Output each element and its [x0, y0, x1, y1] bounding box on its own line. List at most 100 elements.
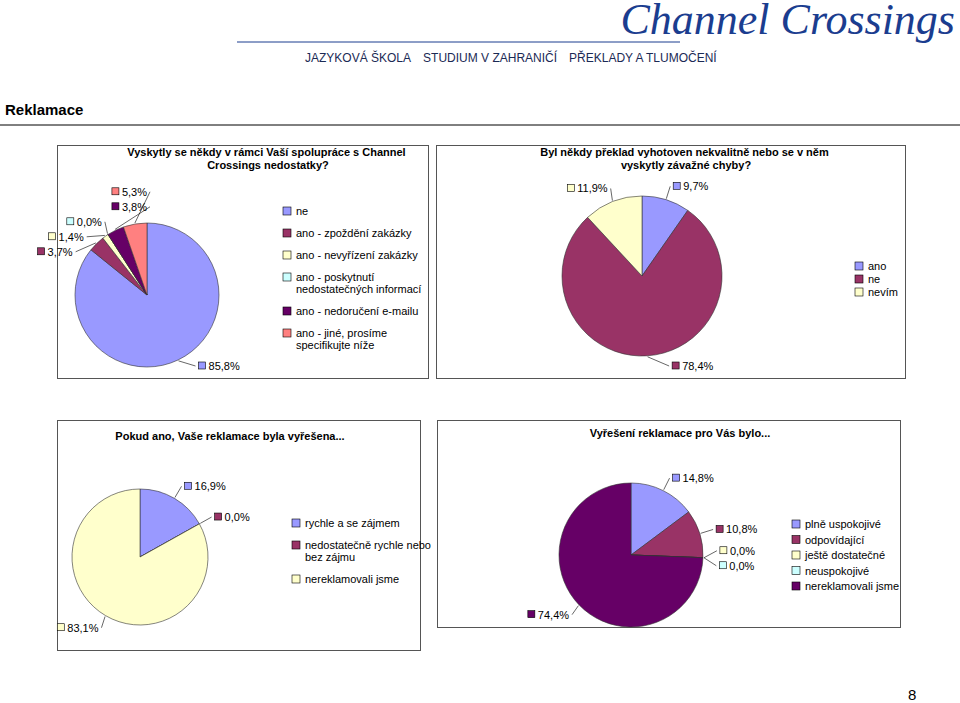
legend-label-line: ne [296, 205, 308, 217]
pie-slice [123, 223, 147, 295]
chart-title: Vyskytly se někdy v rámci Vaší spoluprác… [127, 146, 408, 171]
legend-swatch [283, 207, 291, 215]
data-label: 83,1% [67, 622, 98, 634]
legend-swatch [283, 251, 291, 259]
label-swatch [720, 547, 727, 554]
logo: Channel Crossings [620, 0, 955, 44]
page-number: 8 [908, 686, 916, 703]
legend-label: neuspokojivé [805, 565, 869, 577]
legend-label: ano - poskytnutí nedostatečných informac… [296, 271, 421, 295]
legend-label: ne [868, 273, 880, 285]
data-label: 0,0% [225, 511, 250, 523]
chart: Vyřešení reklamace pro Vás bylo...74,4%1… [438, 421, 901, 628]
legend-label-line: ano [868, 260, 886, 272]
chart-title: Pokud ano, Vaše reklamace byla vyřešena.… [115, 430, 344, 442]
legend-label-line: plně uspokojivé [805, 518, 881, 530]
chart-frame [438, 421, 901, 628]
legend-label-line: nereklamovali jsme [805, 580, 899, 592]
legend-label-line: neuspokojivé [805, 565, 869, 577]
legend-swatch [283, 229, 291, 237]
leader-line [101, 617, 105, 628]
legend-label-line: nedostatečných informací [296, 283, 421, 295]
chart-frame [437, 146, 906, 379]
label-swatch [567, 184, 574, 191]
tagline: PŘEKLADY A TLUMOČENÍ [569, 50, 717, 65]
label-swatch [672, 362, 679, 369]
chart-title-line: Pokud ano, Vaše reklamace byla vyřešena.… [115, 430, 344, 442]
label-swatch [49, 233, 56, 240]
data-label: 78,4% [682, 360, 713, 372]
data-label: 10,8% [726, 523, 757, 535]
slices [559, 483, 703, 627]
legend-label-line: nereklamovali jsme [305, 573, 399, 585]
legend-swatch [792, 536, 800, 544]
legend-swatch [292, 575, 300, 583]
data-label: 0,0% [729, 560, 754, 572]
legend-label: nedostatečně rychle nebo bez zájmu [305, 539, 434, 563]
leader-line [572, 606, 578, 615]
chart-title-line: vyskytly závažné chyby? [621, 159, 752, 171]
header-rule [237, 42, 680, 43]
legend-label: ano - zpoždění zakázky [296, 227, 412, 239]
legend-swatch [283, 307, 291, 315]
legend-label: plně uspokojivé [805, 518, 881, 530]
page: Channel CrossingsJAZYKOVÁ ŠKOLASTUDIUM V… [0, 0, 960, 703]
data-label: 14,8% [683, 472, 714, 484]
legend-swatch [855, 262, 863, 270]
leader-line [178, 361, 195, 366]
legend-swatch [292, 541, 300, 549]
legend-label: nereklamovali jsme [805, 580, 899, 592]
pie-slice [72, 489, 208, 625]
label-swatch [673, 474, 680, 481]
chart-title-line: Byl někdy překlad vyhotoven nekvalitně n… [540, 146, 832, 158]
label-swatch [215, 513, 222, 520]
legend-label-line: ano - nedoručení e-mailu [296, 305, 418, 317]
chart: Vyskytly se někdy v rámci Vaší spoluprác… [38, 146, 429, 379]
chart: Pokud ano, Vaše reklamace byla vyřešena.… [57, 421, 434, 651]
legend-swatch [792, 520, 800, 528]
data-label: 0,0% [730, 545, 755, 557]
label-swatch [67, 218, 74, 225]
label-swatch [112, 188, 119, 195]
chart-title-line: Vyskytly se někdy v rámci Vaší spoluprác… [127, 146, 408, 158]
data-label: 0,0% [77, 216, 102, 228]
legend-swatch [283, 329, 291, 337]
label-swatch [199, 362, 206, 369]
pie-slice [75, 223, 219, 367]
leader-line [701, 529, 713, 533]
leader-line [175, 486, 182, 497]
legend-swatch [283, 273, 291, 281]
data-label: 11,9% [577, 182, 608, 194]
leader-line [664, 478, 670, 490]
label-swatch [112, 203, 119, 210]
slices [75, 223, 219, 367]
label-swatch [528, 611, 535, 618]
label-swatch [57, 624, 64, 631]
legend-label: ano - nevyřízení zakázky [296, 249, 418, 261]
legend-label: odpovídající [805, 534, 864, 546]
legend-label-line: specifikujte níže [296, 339, 374, 351]
legend-label-line: ne [868, 273, 880, 285]
data-label: 3,8% [122, 201, 147, 213]
legend-label-line: ano - nevyřízení zakázky [296, 249, 418, 261]
legend-swatch [792, 551, 800, 559]
data-label: 5,3% [122, 186, 147, 198]
legend-label-line: ano - zpoždění zakázky [296, 227, 412, 239]
legend-label: nevím [868, 286, 898, 298]
data-label: 1,4% [59, 231, 84, 243]
legend-label-line: bez zájmu [305, 551, 355, 563]
legend-label: rychle a se zájmem [305, 517, 400, 529]
leader-line [76, 243, 96, 252]
data-label: 16,9% [195, 480, 226, 492]
chart-title: Vyřešení reklamace pro Vás bylo... [590, 427, 771, 439]
data-label: 85,8% [209, 360, 240, 372]
legend-swatch [292, 519, 300, 527]
leader-line [105, 222, 108, 234]
chart-title: Byl někdy překlad vyhotoven nekvalitně n… [540, 146, 832, 171]
legend-swatch [855, 275, 863, 283]
legend-label-line: ano - poskytnutí [296, 271, 377, 283]
legend-label: ne [296, 205, 308, 217]
pie-slice [631, 512, 703, 558]
legend-label-line: odpovídající [805, 534, 864, 546]
leader-line [648, 357, 670, 366]
